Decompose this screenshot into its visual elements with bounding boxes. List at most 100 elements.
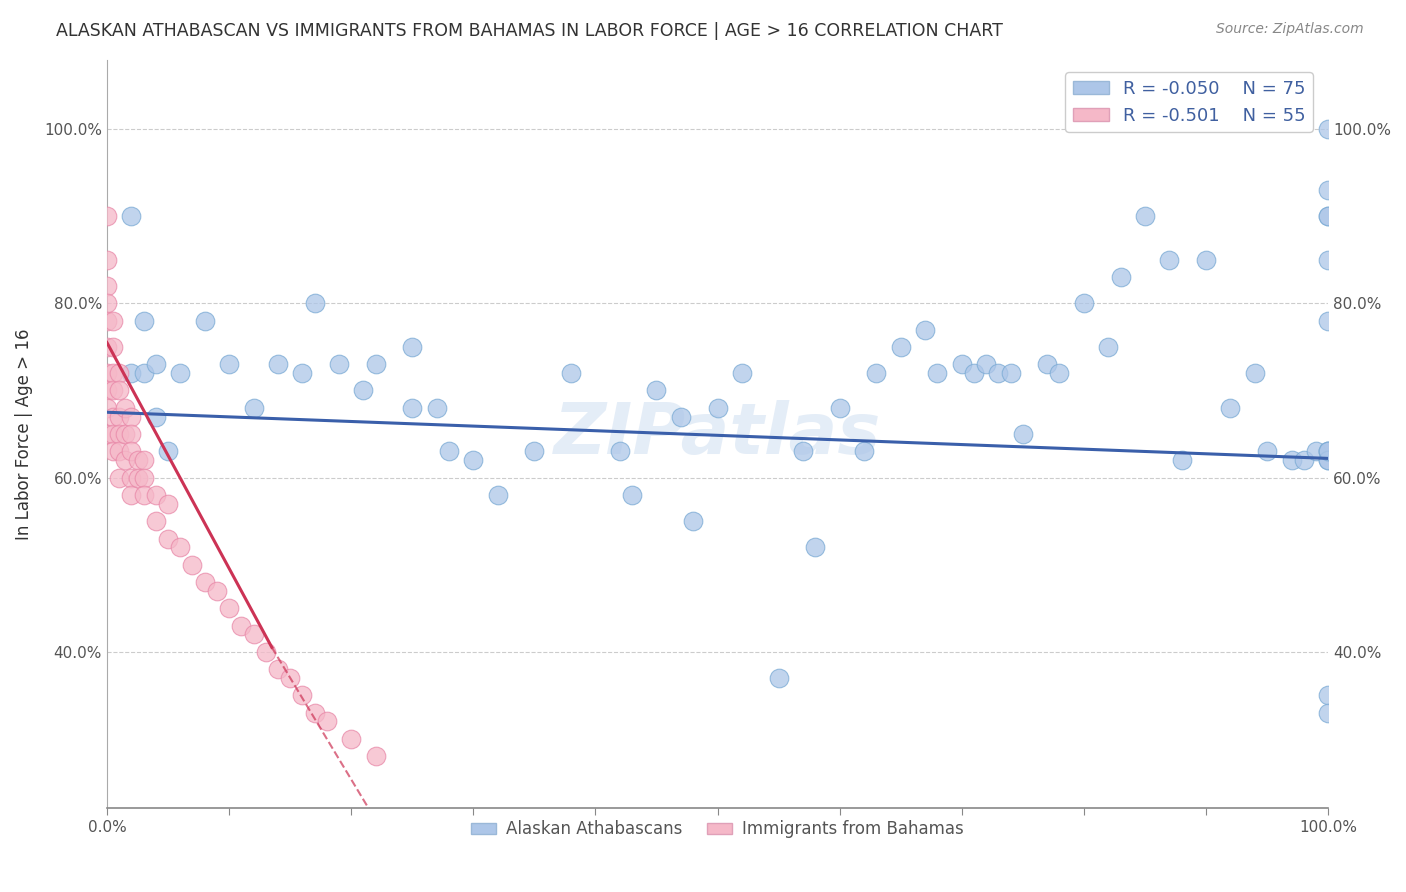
Point — [96, 296, 118, 310]
Point — [101, 340, 124, 354]
Point — [950, 357, 973, 371]
Point — [194, 314, 217, 328]
Point — [132, 488, 155, 502]
Point — [101, 427, 124, 442]
Point — [865, 366, 887, 380]
Point — [101, 366, 124, 380]
Point — [1317, 252, 1340, 267]
Point — [1317, 122, 1340, 136]
Text: ALASKAN ATHABASCAN VS IMMIGRANTS FROM BAHAMAS IN LABOR FORCE | AGE > 16 CORRELAT: ALASKAN ATHABASCAN VS IMMIGRANTS FROM BA… — [56, 22, 1002, 40]
Point — [132, 470, 155, 484]
Point — [101, 444, 124, 458]
Point — [120, 210, 142, 224]
Point — [1317, 444, 1340, 458]
Point — [157, 532, 180, 546]
Point — [120, 366, 142, 380]
Point — [157, 444, 180, 458]
Point — [1317, 453, 1340, 467]
Point — [1159, 252, 1181, 267]
Point — [132, 314, 155, 328]
Point — [609, 444, 631, 458]
Point — [463, 453, 485, 467]
Y-axis label: In Labor Force | Age > 16: In Labor Force | Age > 16 — [15, 328, 32, 540]
Point — [1317, 444, 1340, 458]
Point — [108, 409, 131, 424]
Point — [108, 427, 131, 442]
Point — [127, 470, 149, 484]
Point — [96, 366, 118, 380]
Point — [1281, 453, 1303, 467]
Point — [974, 357, 997, 371]
Point — [914, 322, 936, 336]
Point — [401, 340, 423, 354]
Legend: Alaskan Athabascans, Immigrants from Bahamas: Alaskan Athabascans, Immigrants from Bah… — [464, 814, 970, 845]
Point — [101, 384, 124, 398]
Point — [853, 444, 876, 458]
Point — [145, 514, 167, 528]
Point — [132, 453, 155, 467]
Point — [315, 714, 337, 729]
Point — [267, 662, 290, 676]
Point — [1000, 366, 1022, 380]
Point — [1219, 401, 1241, 415]
Point — [1317, 688, 1340, 702]
Point — [145, 409, 167, 424]
Point — [621, 488, 644, 502]
Point — [828, 401, 851, 415]
Point — [1317, 210, 1340, 224]
Point — [987, 366, 1010, 380]
Point — [645, 384, 668, 398]
Point — [205, 583, 228, 598]
Point — [218, 357, 240, 371]
Point — [96, 401, 118, 415]
Text: ZIPatlas: ZIPatlas — [554, 400, 882, 468]
Point — [242, 401, 264, 415]
Point — [278, 671, 301, 685]
Point — [560, 366, 582, 380]
Point — [1133, 210, 1156, 224]
Point — [1244, 366, 1267, 380]
Point — [1292, 453, 1315, 467]
Point — [731, 366, 754, 380]
Point — [401, 401, 423, 415]
Point — [101, 314, 124, 328]
Point — [120, 427, 142, 442]
Point — [1317, 453, 1340, 467]
Point — [120, 444, 142, 458]
Point — [291, 366, 314, 380]
Point — [437, 444, 460, 458]
Point — [96, 210, 118, 224]
Point — [218, 601, 240, 615]
Point — [96, 252, 118, 267]
Point — [768, 671, 790, 685]
Point — [804, 540, 827, 554]
Point — [231, 618, 253, 632]
Point — [304, 296, 326, 310]
Point — [1109, 270, 1132, 285]
Point — [291, 688, 314, 702]
Point — [890, 340, 912, 354]
Point — [96, 384, 118, 398]
Point — [1317, 210, 1340, 224]
Point — [108, 384, 131, 398]
Point — [145, 488, 167, 502]
Point — [1011, 427, 1033, 442]
Point — [1049, 366, 1071, 380]
Point — [1097, 340, 1119, 354]
Point — [96, 340, 118, 354]
Point — [706, 401, 728, 415]
Point — [120, 409, 142, 424]
Point — [1317, 706, 1340, 720]
Text: Source: ZipAtlas.com: Source: ZipAtlas.com — [1216, 22, 1364, 37]
Point — [669, 409, 692, 424]
Point — [364, 749, 387, 764]
Point — [145, 357, 167, 371]
Point — [127, 453, 149, 467]
Point — [96, 279, 118, 293]
Point — [194, 575, 217, 590]
Point — [1036, 357, 1059, 371]
Point — [328, 357, 350, 371]
Point — [254, 645, 277, 659]
Point — [1195, 252, 1218, 267]
Point — [486, 488, 509, 502]
